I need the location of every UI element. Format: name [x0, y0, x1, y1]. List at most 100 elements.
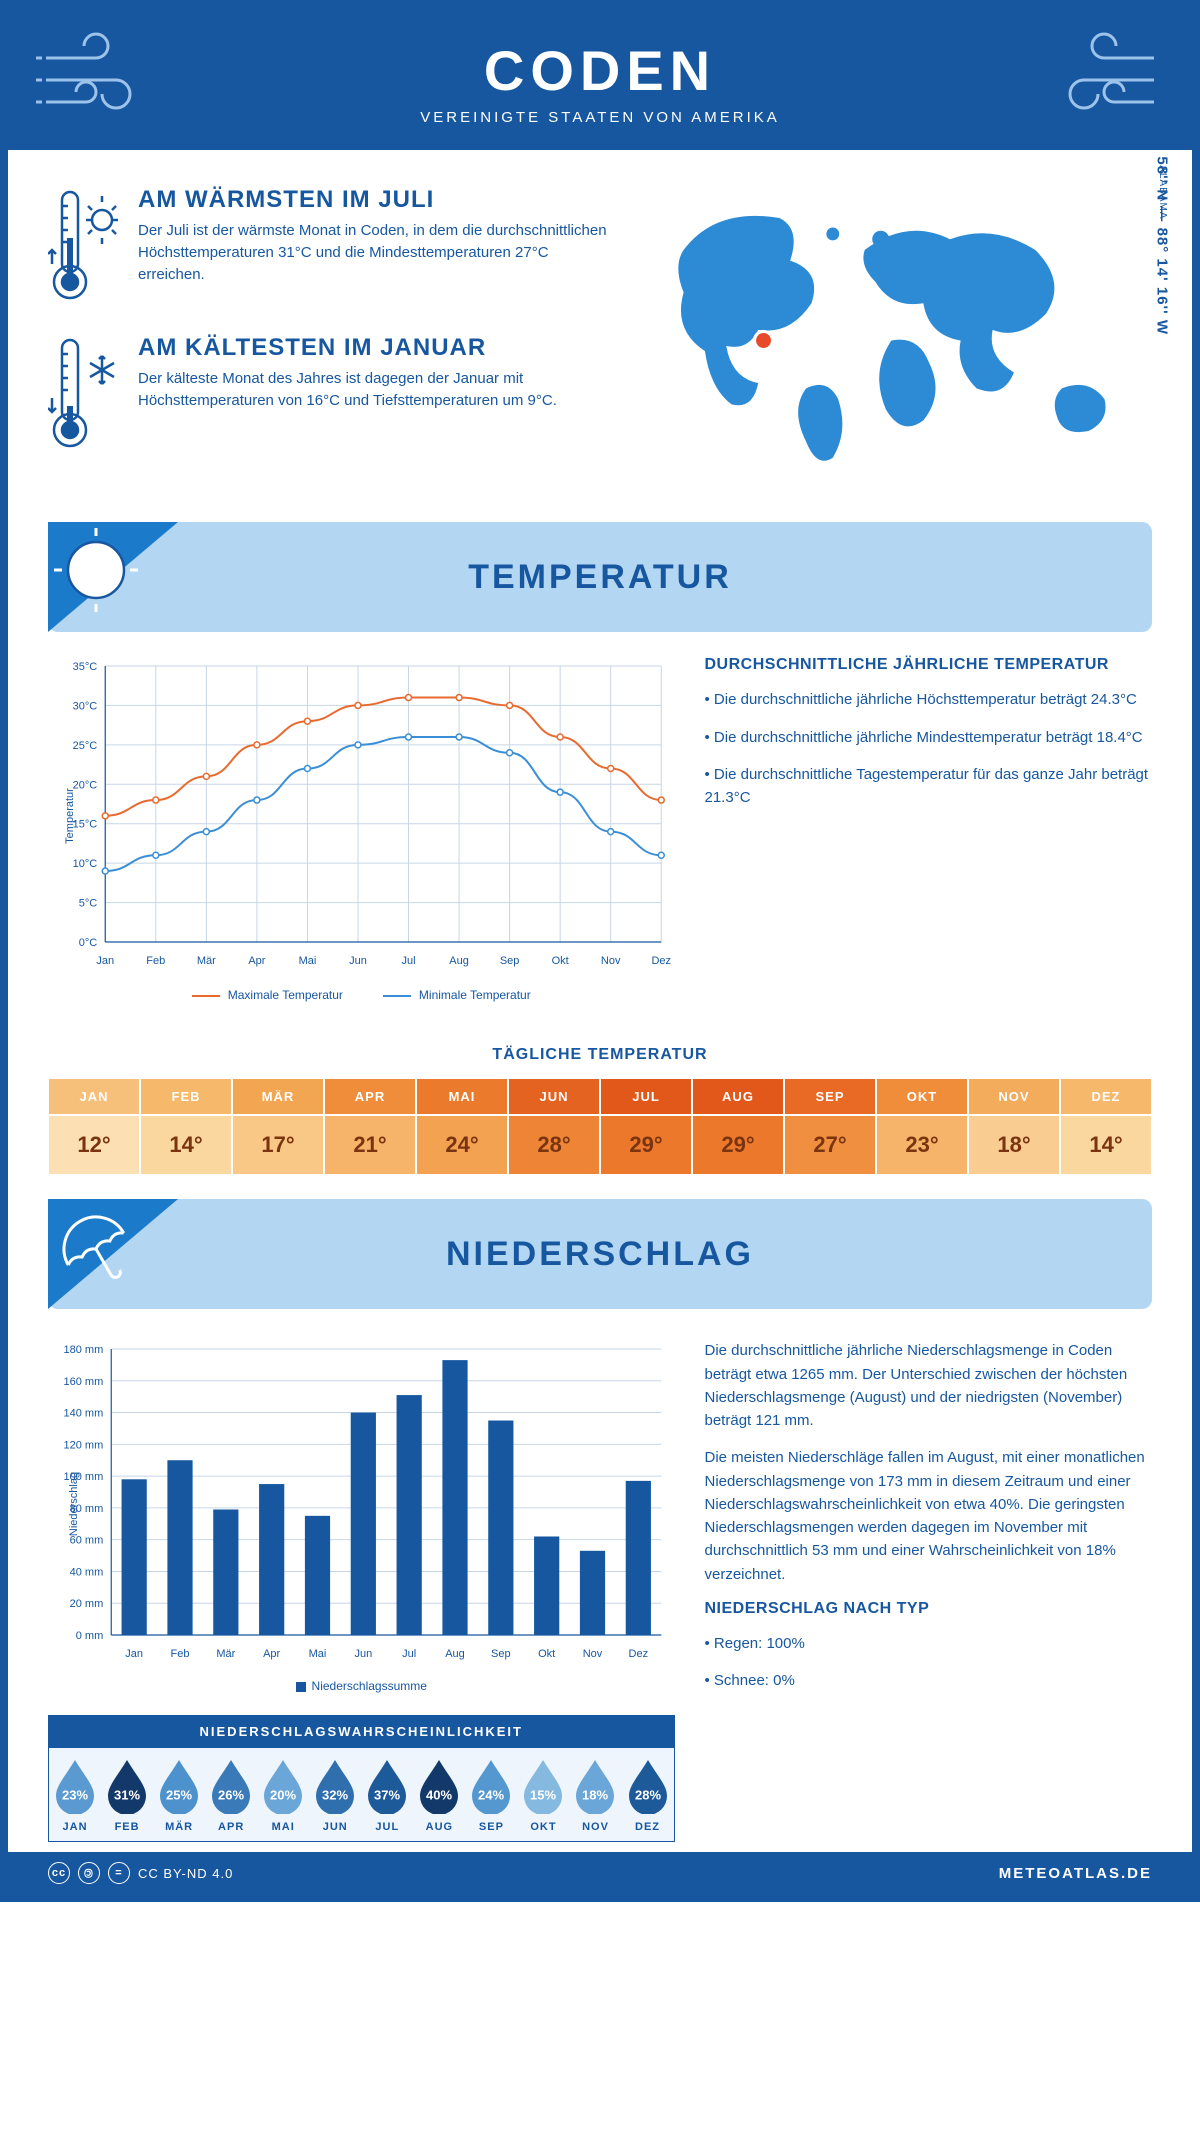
precip-text-1: Die durchschnittliche jährliche Niedersc…: [705, 1339, 1153, 1432]
svg-text:Jan: Jan: [96, 955, 114, 967]
svg-text:25°C: 25°C: [73, 740, 98, 752]
nd-icon: =: [108, 1862, 130, 1884]
daily-head-cell: DEZ: [1060, 1078, 1152, 1115]
svg-text:30°C: 30°C: [73, 701, 98, 713]
svg-text:25%: 25%: [166, 1788, 192, 1803]
svg-text:20°C: 20°C: [73, 780, 98, 792]
daily-head-cell: JUN: [508, 1078, 600, 1115]
svg-text:28%: 28%: [635, 1788, 661, 1803]
daily-head-cell: MAI: [416, 1078, 508, 1115]
svg-text:Feb: Feb: [171, 1648, 190, 1660]
precip-legend-label: Niederschlagssumme: [312, 1679, 427, 1693]
precip-type-item: Regen: 100%: [705, 1632, 1153, 1655]
svg-text:0°C: 0°C: [79, 937, 98, 949]
svg-text:Jun: Jun: [354, 1648, 372, 1660]
thermometer-sun-icon: [48, 186, 120, 306]
legend-min-label: Minimale Temperatur: [419, 988, 531, 1002]
warmest-title: AM WÄRMSTEN IM JULI: [138, 186, 611, 214]
svg-text:Feb: Feb: [146, 955, 165, 967]
header: CODEN VEREINIGTE STAATEN VON AMERIKA: [8, 8, 1192, 150]
precip-type-item: Schnee: 0%: [705, 1669, 1153, 1692]
svg-text:5°C: 5°C: [79, 898, 98, 910]
temp-stat-item: Die durchschnittliche jährliche Höchstte…: [705, 688, 1153, 711]
prob-cell: 31% FEB: [101, 1748, 153, 1841]
prob-cell: 23% JAN: [49, 1748, 101, 1841]
svg-text:Mai: Mai: [299, 955, 317, 967]
svg-text:Sep: Sep: [500, 955, 520, 967]
coords-label: 30° 22' 58'' N — 88° 14' 16'' W: [1154, 97, 1171, 335]
svg-text:37%: 37%: [374, 1788, 400, 1803]
svg-text:26%: 26%: [218, 1788, 244, 1803]
daily-body-cell: 14°: [140, 1115, 232, 1175]
prob-cell: 24% SEP: [465, 1748, 517, 1841]
daily-body-cell: 17°: [232, 1115, 324, 1175]
svg-text:Mär: Mär: [216, 1648, 235, 1660]
location-title: CODEN: [28, 38, 1172, 103]
prob-cell: 18% NOV: [569, 1748, 621, 1841]
world-map-icon: [641, 186, 1152, 484]
svg-text:Okt: Okt: [538, 1648, 555, 1660]
svg-text:24%: 24%: [478, 1788, 504, 1803]
temp-stat-item: Die durchschnittliche jährliche Mindestt…: [705, 726, 1153, 749]
temperature-content: Temperatur 0°C5°C10°C15°C20°C25°C30°C35°…: [8, 632, 1192, 1026]
precip-by-type-list: Regen: 100% Schnee: 0%: [705, 1632, 1153, 1693]
svg-text:Okt: Okt: [552, 955, 569, 967]
prob-cell: 26% APR: [205, 1748, 257, 1841]
warmest-text: Der Juli ist der wärmste Monat in Coden,…: [138, 220, 611, 285]
daily-body-cell: 18°: [968, 1115, 1060, 1175]
prob-cell: 40% AUG: [413, 1748, 465, 1841]
svg-text:Mai: Mai: [309, 1648, 327, 1660]
daily-head-cell: NOV: [968, 1078, 1060, 1115]
svg-text:31%: 31%: [114, 1788, 140, 1803]
svg-text:Jul: Jul: [402, 1648, 416, 1660]
svg-text:32%: 32%: [322, 1788, 348, 1803]
svg-text:40 mm: 40 mm: [70, 1567, 104, 1579]
daily-head-cell: JUL: [600, 1078, 692, 1115]
precip-prob-box: NIEDERSCHLAGSWAHRSCHEINLICHKEIT 23% JAN …: [48, 1715, 675, 1842]
svg-text:Apr: Apr: [248, 955, 265, 967]
temp-stats-list: Die durchschnittliche jährliche Höchstte…: [705, 688, 1153, 809]
svg-text:120 mm: 120 mm: [64, 1440, 104, 1452]
daily-head-cell: FEB: [140, 1078, 232, 1115]
precip-bar-chart: 0 mm20 mm40 mm60 mm80 mm100 mm120 mm140 …: [48, 1339, 675, 1669]
warmest-block: AM WÄRMSTEN IM JULI Der Juli ist der wär…: [48, 186, 611, 306]
svg-text:10°C: 10°C: [73, 858, 98, 870]
coldest-title: AM KÄLTESTEN IM JANUAR: [138, 334, 611, 362]
svg-text:35°C: 35°C: [73, 661, 98, 673]
daily-head-cell: APR: [324, 1078, 416, 1115]
wind-icon-right: [1044, 28, 1164, 128]
temperature-banner: TEMPERATUR: [48, 522, 1152, 632]
daily-temp-table: JANFEBMÄRAPRMAIJUNJULAUGSEPOKTNOVDEZ 12°…: [48, 1078, 1152, 1175]
svg-text:180 mm: 180 mm: [64, 1344, 104, 1356]
license-text: CC BY-ND 4.0: [138, 1866, 233, 1881]
svg-text:Dez: Dez: [651, 955, 671, 967]
precip-y-axis-label: Niederschlag: [68, 1472, 80, 1536]
intro-section: AM WÄRMSTEN IM JULI Der Juli ist der wär…: [8, 150, 1192, 512]
daily-body-cell: 29°: [600, 1115, 692, 1175]
world-map: ALABAMA 30° 22' 58'' N — 88° 14' 16'' W: [641, 186, 1152, 484]
daily-temp-title: TÄGLICHE TEMPERATUR: [8, 1046, 1192, 1064]
prob-cell: 25% MÄR: [153, 1748, 205, 1841]
license: cc 🄯 = CC BY-ND 4.0: [48, 1862, 233, 1884]
prob-cell: 20% MAI: [257, 1748, 309, 1841]
wind-icon-left: [36, 28, 156, 128]
daily-body-cell: 21°: [324, 1115, 416, 1175]
svg-text:Dez: Dez: [629, 1648, 649, 1660]
svg-text:Aug: Aug: [449, 955, 469, 967]
daily-body-cell: 28°: [508, 1115, 600, 1175]
temp-y-axis-label: Temperatur: [64, 789, 76, 845]
precip-content: Niederschlag 0 mm20 mm40 mm60 mm80 mm100…: [8, 1309, 1192, 1852]
daily-body-cell: 27°: [784, 1115, 876, 1175]
svg-text:Nov: Nov: [583, 1648, 603, 1660]
prob-cell: 28% DEZ: [622, 1748, 674, 1841]
svg-text:Mär: Mär: [197, 955, 216, 967]
svg-text:0 mm: 0 mm: [76, 1630, 104, 1642]
daily-head-cell: OKT: [876, 1078, 968, 1115]
svg-text:60 mm: 60 mm: [70, 1535, 104, 1547]
svg-text:40%: 40%: [426, 1788, 452, 1803]
coldest-text: Der kälteste Monat des Jahres ist dagege…: [138, 368, 611, 412]
daily-body-cell: 24°: [416, 1115, 508, 1175]
prob-cell: 32% JUN: [309, 1748, 361, 1841]
by-icon: 🄯: [78, 1862, 100, 1884]
svg-text:Jan: Jan: [125, 1648, 143, 1660]
